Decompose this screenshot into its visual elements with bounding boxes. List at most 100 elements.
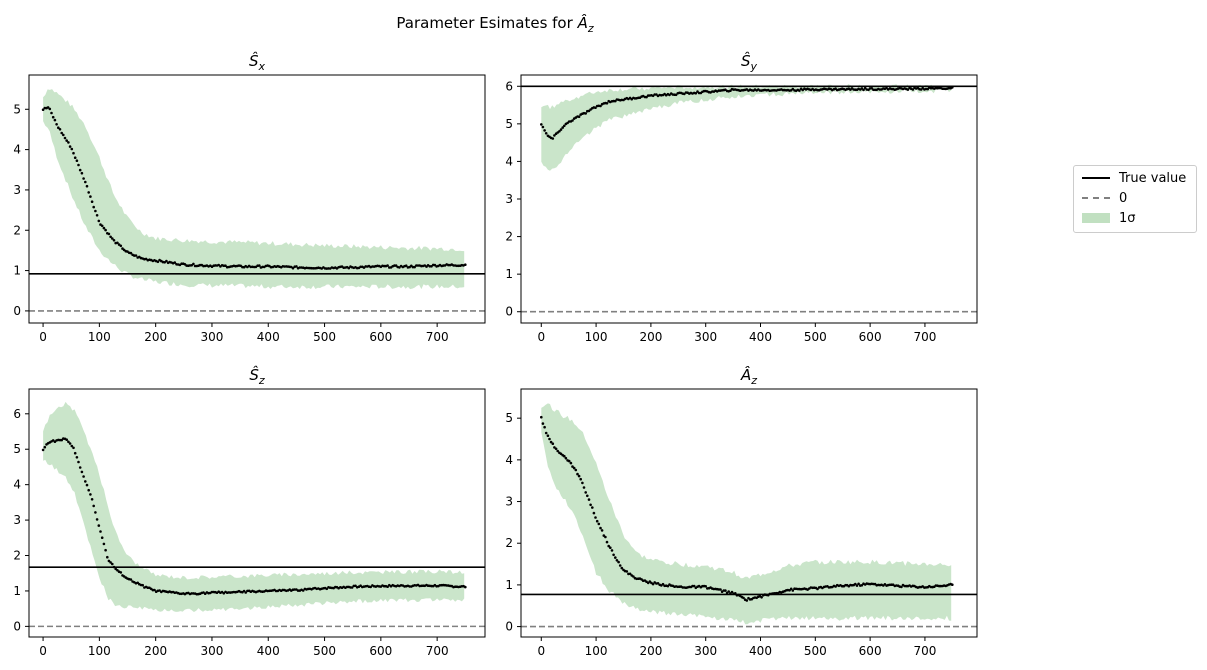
estimate-point (50, 111, 53, 115)
estimate-point (549, 440, 553, 444)
x-tick-label: 200 (639, 330, 662, 344)
estimate-point (620, 566, 624, 570)
estimate-point (855, 584, 859, 587)
y-tick-label: 3 (505, 192, 513, 206)
panel-title-sx: Ŝx (248, 52, 266, 73)
subplot-2: 0 100 200 300 400 500 600 700 0 1 2 3 4 5 6 (505, 74, 978, 344)
estimate-point (911, 88, 915, 91)
estimate-point (607, 544, 610, 548)
estimate-point (789, 587, 793, 591)
axes-frame-4 (520, 388, 978, 638)
estimate-point (107, 559, 111, 563)
estimate-point (860, 584, 864, 587)
y-tick-label: 5 (13, 102, 21, 116)
estimate-point (561, 126, 564, 129)
y-tick-label: 5 (505, 411, 513, 425)
estimate-point (609, 546, 612, 549)
y-tick-label: 4 (13, 143, 21, 157)
legend-label-true-value: True value (1119, 170, 1187, 186)
estimate-point (540, 123, 543, 126)
estimate-points-1 (41, 106, 467, 270)
estimate-point (99, 530, 102, 533)
estimate-point (386, 585, 389, 588)
legend-entry-zero: 0 (1082, 189, 1127, 207)
estimate-point (301, 589, 305, 592)
x-tick-label: 700 (913, 644, 936, 658)
estimate-point (153, 588, 156, 592)
x-tick-label: 300 (201, 330, 224, 344)
legend: True value 0 1σ (1073, 165, 1197, 233)
x-tick-label: 700 (426, 644, 449, 658)
estimate-point (94, 209, 97, 213)
y-tick-label: 3 (13, 183, 21, 197)
estimate-point (614, 556, 617, 559)
axes-frame-3 (28, 388, 486, 638)
y-tick-label: 5 (505, 117, 513, 131)
estimate-point (73, 451, 77, 455)
estimate-point (62, 133, 65, 137)
x-tick-label: 700 (913, 330, 936, 344)
y-tick-label: 4 (505, 453, 513, 467)
estimate-point (68, 442, 72, 445)
estimate-point (591, 506, 594, 509)
estimate-point (574, 468, 578, 472)
estimate-point (704, 585, 707, 588)
estimate-point (541, 422, 545, 425)
y-tick-label: 0 (13, 304, 21, 318)
x-tick-label: 100 (585, 644, 608, 658)
estimate-point (43, 445, 47, 449)
estimate-point (625, 570, 629, 573)
x-tick-label: 100 (585, 330, 608, 344)
estimate-point (464, 263, 467, 267)
x-tick-label: 400 (257, 644, 280, 658)
estimate-point (325, 587, 329, 591)
estimate-point (92, 504, 95, 508)
x-tick-label: 600 (369, 644, 392, 658)
estimate-point (615, 559, 619, 562)
estimate-point (97, 219, 101, 223)
estimate-point (595, 519, 599, 523)
estimate-point (258, 264, 261, 267)
estimate-point (95, 518, 99, 521)
estimate-point (112, 565, 116, 569)
estimate-point (75, 159, 79, 162)
estimate-point (543, 425, 546, 429)
x-tick-label: 100 (88, 644, 111, 658)
estimate-point (404, 264, 408, 268)
estimate-point (628, 572, 632, 576)
estimate-point (67, 440, 70, 444)
estimate-point (605, 102, 609, 105)
legend-label-zero: 0 (1119, 190, 1128, 206)
estimate-point (586, 494, 589, 498)
estimate-point (612, 553, 615, 557)
x-tick-label: 0 (537, 644, 545, 658)
estimate-point (141, 583, 144, 587)
y-tick-label: 4 (13, 478, 21, 492)
estimate-point (116, 241, 119, 245)
estimate-point (730, 590, 734, 594)
estimate-point (102, 542, 106, 546)
estimate-point (111, 237, 114, 240)
panel-title-sz: Ŝz (249, 366, 265, 387)
estimate-point (80, 470, 84, 474)
estimate-point (48, 107, 52, 111)
estimate-point (645, 95, 648, 99)
y-tick-label: 1 (505, 578, 513, 592)
estimate-point (745, 599, 749, 602)
estimate-point (577, 474, 581, 478)
estimate-point (554, 447, 558, 451)
estimate-point (73, 156, 77, 159)
estimate-point (582, 486, 586, 489)
y-tick-label: 6 (505, 79, 513, 93)
x-tick-label: 400 (749, 330, 772, 344)
estimate-point (597, 522, 601, 526)
estimate-point (53, 118, 57, 122)
x-tick-label: 0 (39, 644, 47, 658)
y-tick-label: 4 (505, 154, 513, 168)
estimate-point (413, 265, 416, 269)
estimate-point (544, 132, 548, 135)
legend-entry-true-value: True value (1082, 169, 1186, 187)
estimate-point (546, 434, 550, 438)
estimate-point (541, 125, 545, 129)
estimate-point (617, 560, 620, 564)
